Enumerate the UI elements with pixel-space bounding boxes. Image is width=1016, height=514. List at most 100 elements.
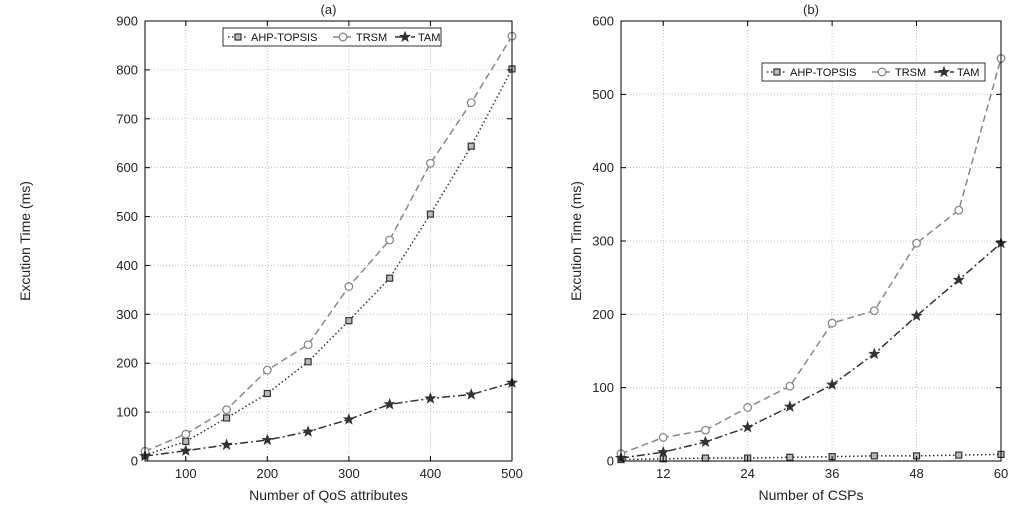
y-axis-label: Excution Time (ms) — [17, 181, 33, 301]
data-point — [220, 438, 233, 451]
data-point — [952, 273, 965, 286]
legend-label: TRSM — [356, 32, 387, 44]
data-point — [386, 274, 394, 282]
data-point — [181, 429, 191, 439]
x-tick-label: 100 — [175, 466, 197, 481]
legend-entry: AHP-TOPSIS — [767, 67, 856, 79]
series-line — [620, 58, 1002, 455]
data-point — [222, 405, 232, 415]
data-point — [912, 238, 922, 248]
legend-entry: TRSM — [333, 32, 387, 44]
chart-title: (b) — [803, 2, 819, 17]
legend-entry: TAM — [395, 30, 440, 44]
x-axis-label: Number of CSPs — [758, 487, 863, 503]
x-tick-label: 60 — [994, 466, 1008, 481]
y-tick-label: 500 — [592, 87, 614, 102]
y-tick-label: 100 — [116, 405, 138, 420]
data-point — [342, 413, 355, 425]
y-tick-label: 200 — [592, 307, 614, 322]
data-point — [261, 433, 274, 446]
data-point — [868, 347, 881, 360]
legend-marker — [937, 65, 951, 78]
y-tick-label: 400 — [592, 160, 614, 175]
y-tick-label: 200 — [116, 356, 138, 371]
legend-marker — [234, 33, 242, 41]
data-point — [658, 433, 668, 442]
y-tick-label: 300 — [116, 307, 138, 322]
series-trsm — [616, 53, 1006, 459]
data-point — [700, 425, 710, 435]
data-point — [466, 98, 476, 108]
x-axis-label: Number of QoS attributes — [249, 487, 408, 503]
legend-label: TRSM — [895, 67, 926, 79]
y-tick-label: 300 — [592, 234, 614, 249]
series-line — [620, 453, 1002, 461]
series-line — [620, 242, 1002, 459]
legend-label: TAM — [418, 32, 440, 44]
x-tick-label: 500 — [501, 466, 523, 481]
data-point — [345, 317, 353, 325]
data-point — [826, 378, 839, 390]
y-tick-label: 700 — [116, 111, 138, 126]
x-tick-label: 400 — [420, 466, 442, 481]
data-point — [303, 340, 313, 350]
chart-title: (a) — [321, 2, 337, 17]
data-point — [741, 420, 754, 433]
data-point — [385, 235, 395, 245]
data-point — [179, 444, 192, 456]
data-point — [262, 365, 272, 375]
legend-box — [222, 27, 442, 47]
series-line — [144, 35, 513, 452]
chart-panel-a: 100 200 300 400 500 0 100 200 300 400 500 600 700 800… — [17, 2, 523, 503]
data-point — [699, 435, 712, 448]
data-point — [467, 142, 475, 150]
data-point — [657, 445, 670, 458]
data-point — [302, 425, 315, 437]
x-tick-label: 36 — [825, 466, 839, 481]
y-tick-label: 500 — [116, 209, 138, 224]
series-line — [144, 382, 513, 457]
data-point — [222, 414, 231, 422]
data-point — [424, 392, 437, 404]
series-tam — [138, 376, 519, 462]
y-tick-label: 0 — [131, 454, 138, 469]
legend-entry: TAM — [934, 65, 979, 79]
x-tick-label: 48 — [909, 466, 923, 481]
series-ahp-topsis — [141, 65, 516, 459]
data-point — [426, 210, 435, 218]
data-point — [701, 454, 710, 462]
y-tick-label: 800 — [116, 62, 138, 77]
series-tam — [614, 236, 1008, 464]
legend-label: TAM — [957, 67, 979, 79]
y-tick-label: 0 — [607, 454, 614, 469]
legend-marker — [398, 30, 412, 43]
x-tick-label: 200 — [256, 466, 278, 481]
data-point — [344, 282, 354, 291]
legend-entry: TRSM — [872, 67, 926, 79]
legend: AHP-TOPSIS TRSM TAM — [222, 27, 442, 47]
series-trsm — [140, 31, 517, 456]
legend-marker — [877, 67, 887, 77]
data-point — [743, 403, 753, 412]
data-point — [870, 452, 878, 460]
series-line — [144, 68, 513, 456]
x-tick-label: 24 — [740, 466, 754, 481]
y-tick-label: 600 — [116, 160, 138, 175]
x-tick-label: 300 — [338, 466, 360, 481]
data-point — [955, 451, 963, 459]
data-point — [954, 205, 964, 215]
data-point — [783, 400, 796, 412]
data-point — [869, 306, 879, 316]
y-tick-label: 600 — [592, 14, 614, 29]
legend-entry: AHP-TOPSIS — [228, 32, 317, 44]
y-tick-label: 900 — [116, 14, 138, 29]
y-tick-label: 100 — [592, 380, 614, 395]
data-point — [425, 158, 435, 168]
legend-label: AHP-TOPSIS — [790, 67, 856, 79]
plot-frame — [144, 20, 513, 462]
data-point — [383, 397, 396, 410]
x-tick-label: 12 — [656, 466, 670, 481]
legend-label: AHP-TOPSIS — [251, 32, 317, 44]
data-point — [827, 318, 837, 328]
